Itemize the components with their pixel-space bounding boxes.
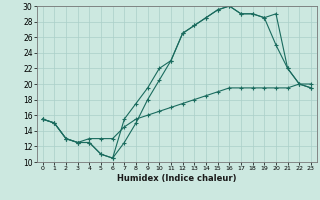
X-axis label: Humidex (Indice chaleur): Humidex (Indice chaleur) (117, 174, 236, 183)
